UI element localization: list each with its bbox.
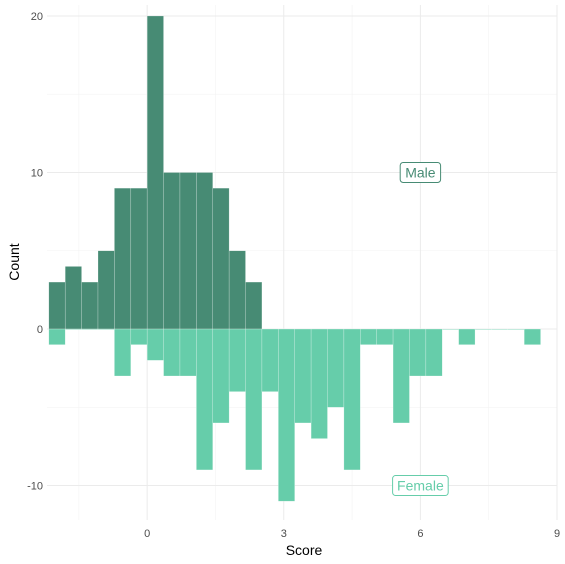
female-bar	[146, 328, 164, 361]
female-bar	[474, 328, 492, 330]
annotations: Male Female	[392, 161, 449, 497]
male-bar	[48, 281, 66, 330]
male-bar	[212, 187, 230, 330]
female-bar	[360, 328, 377, 345]
x-tick-label: 3	[281, 528, 287, 540]
female-bar	[163, 328, 181, 377]
y-axis-title: Count	[6, 243, 22, 280]
male-bar	[81, 281, 99, 330]
female-bar	[278, 328, 295, 502]
female-bar	[81, 328, 99, 330]
x-axis-title: Score	[286, 542, 323, 558]
male-bar	[146, 15, 164, 330]
female-bar	[507, 328, 525, 330]
female-bar	[245, 328, 263, 471]
female-bar	[491, 328, 509, 330]
male-bar	[196, 172, 214, 330]
annotation-text: Male	[405, 164, 436, 180]
male-bar	[130, 187, 148, 330]
female-bar	[458, 328, 476, 345]
female-bar	[392, 328, 410, 424]
female-bar	[310, 328, 328, 439]
female-bar	[425, 328, 443, 377]
y-tick-label: 20	[31, 11, 43, 23]
x-tick-label: 6	[417, 528, 423, 540]
female-bar	[65, 328, 82, 330]
female-bar	[261, 328, 279, 392]
female-bar	[442, 328, 459, 330]
bars	[48, 15, 541, 502]
annotation-box	[399, 161, 442, 183]
annotation-female: Female	[392, 475, 449, 497]
y-tick-label: 10	[31, 167, 43, 179]
female-bar	[376, 328, 394, 345]
y-tick-label: 0	[37, 324, 43, 336]
male-bar	[64, 266, 82, 330]
annotation-box	[392, 475, 449, 497]
female-bar	[228, 328, 246, 392]
female-bar	[130, 328, 148, 345]
female-bar	[523, 328, 541, 345]
annotation-male: Male	[399, 161, 442, 183]
tick-labels: 0 3 6 9 -10 0 10 20	[27, 11, 560, 540]
y-tick-label: -10	[27, 481, 43, 493]
male-bar	[114, 187, 132, 330]
female-bar	[294, 328, 312, 424]
male-bar	[228, 250, 246, 330]
male-bar	[179, 172, 197, 330]
male-bar	[97, 250, 115, 330]
female-bar	[212, 328, 230, 424]
female-bar	[196, 328, 214, 471]
female-bar	[327, 328, 345, 408]
male-bar	[245, 281, 263, 330]
female-bar	[409, 328, 427, 377]
x-tick-label: 0	[144, 528, 150, 540]
female-bar	[179, 328, 197, 377]
female-bar	[114, 328, 132, 377]
female-bar	[343, 328, 361, 471]
male-bar	[163, 172, 181, 330]
female-bar	[48, 328, 66, 345]
x-tick-label: 9	[554, 528, 560, 540]
female-bar	[97, 328, 115, 330]
annotation-text: Female	[397, 478, 444, 494]
